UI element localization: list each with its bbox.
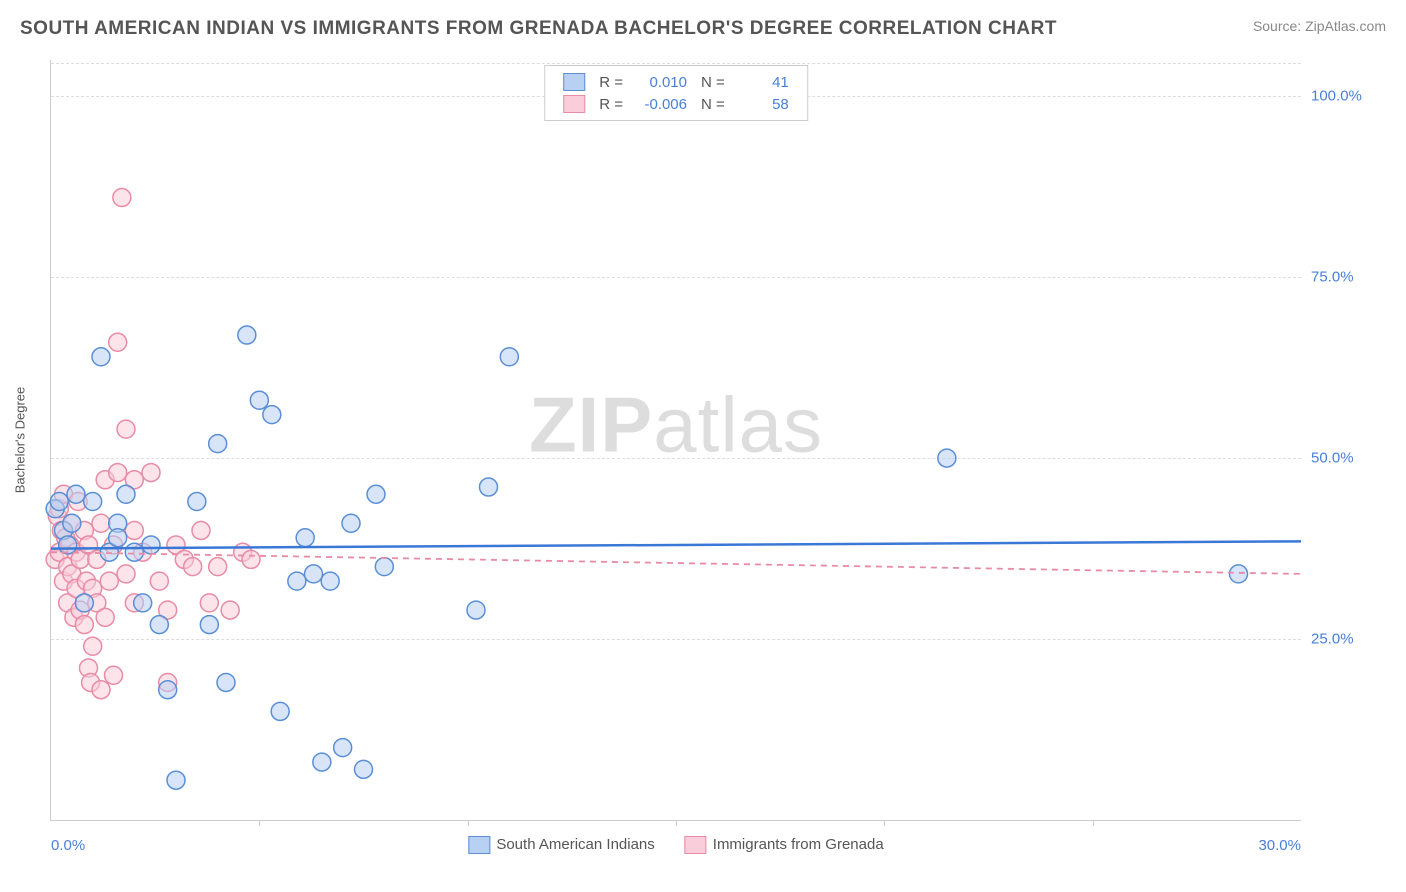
data-point-pink bbox=[100, 572, 118, 590]
x-tick-mark bbox=[468, 820, 469, 826]
x-tick-label: 0.0% bbox=[51, 837, 85, 854]
data-point-blue bbox=[355, 760, 373, 778]
data-point-blue bbox=[288, 572, 306, 590]
x-tick-mark bbox=[884, 820, 885, 826]
data-point-blue bbox=[367, 485, 385, 503]
data-point-blue bbox=[342, 514, 360, 532]
svg-layer bbox=[51, 60, 1301, 820]
data-point-blue bbox=[238, 326, 256, 344]
data-point-blue bbox=[296, 529, 314, 547]
data-point-blue bbox=[150, 616, 168, 634]
legend-row-blue: R = 0.010 N = 41 bbox=[557, 72, 795, 92]
x-tick-mark bbox=[676, 820, 677, 826]
data-point-blue bbox=[159, 681, 177, 699]
data-point-blue bbox=[467, 601, 485, 619]
correlation-legend: R = 0.010 N = 41 R = -0.006 N = 58 bbox=[544, 65, 808, 121]
x-tick-mark bbox=[259, 820, 260, 826]
data-point-pink bbox=[125, 521, 143, 539]
swatch-blue bbox=[563, 73, 585, 91]
data-point-pink bbox=[192, 521, 210, 539]
data-point-blue bbox=[167, 771, 185, 789]
data-point-blue bbox=[250, 391, 268, 409]
trend-line-pink bbox=[51, 552, 1301, 574]
data-point-blue bbox=[92, 348, 110, 366]
swatch-pink bbox=[563, 95, 585, 113]
data-point-pink bbox=[109, 333, 127, 351]
data-point-pink bbox=[117, 420, 135, 438]
y-axis-label: Bachelor's Degree bbox=[13, 387, 28, 494]
plot-area: ZIPatlas R = 0.010 N = 41 R = -0.006 N =… bbox=[50, 60, 1301, 821]
data-point-blue bbox=[480, 478, 498, 496]
data-point-blue bbox=[125, 543, 143, 561]
data-point-blue bbox=[75, 594, 93, 612]
data-point-blue bbox=[305, 565, 323, 583]
y-tick-label: 25.0% bbox=[1311, 631, 1371, 648]
page-title: SOUTH AMERICAN INDIAN VS IMMIGRANTS FROM… bbox=[20, 18, 1057, 40]
data-point-blue bbox=[334, 739, 352, 757]
legend-row-pink: R = -0.006 N = 58 bbox=[557, 94, 795, 114]
x-tick-label: 30.0% bbox=[1258, 837, 1301, 854]
data-point-blue bbox=[67, 485, 85, 503]
y-tick-label: 100.0% bbox=[1311, 88, 1371, 105]
data-point-blue bbox=[1230, 565, 1248, 583]
data-point-pink bbox=[92, 681, 110, 699]
data-point-blue bbox=[134, 594, 152, 612]
data-point-blue bbox=[263, 406, 281, 424]
data-point-pink bbox=[109, 464, 127, 482]
data-point-blue bbox=[217, 673, 235, 691]
data-point-blue bbox=[117, 485, 135, 503]
data-point-blue bbox=[59, 536, 77, 554]
data-point-blue bbox=[321, 572, 339, 590]
data-point-blue bbox=[271, 702, 289, 720]
data-point-pink bbox=[200, 594, 218, 612]
data-point-pink bbox=[209, 558, 227, 576]
swatch-blue bbox=[468, 836, 490, 854]
data-point-pink bbox=[117, 565, 135, 583]
y-tick-label: 75.0% bbox=[1311, 269, 1371, 286]
legend-item-blue: South American Indians bbox=[468, 836, 654, 854]
data-point-blue bbox=[63, 514, 81, 532]
data-point-blue bbox=[209, 435, 227, 453]
data-point-blue bbox=[500, 348, 518, 366]
data-point-pink bbox=[221, 601, 239, 619]
data-point-blue bbox=[84, 493, 102, 511]
legend-item-pink: Immigrants from Grenada bbox=[685, 836, 884, 854]
x-tick-mark bbox=[1093, 820, 1094, 826]
data-point-blue bbox=[313, 753, 331, 771]
data-point-pink bbox=[242, 550, 260, 568]
data-point-blue bbox=[938, 449, 956, 467]
data-point-blue bbox=[142, 536, 160, 554]
data-point-pink bbox=[113, 189, 131, 207]
data-point-pink bbox=[96, 608, 114, 626]
data-point-pink bbox=[92, 514, 110, 532]
data-point-pink bbox=[105, 666, 123, 684]
y-tick-label: 50.0% bbox=[1311, 450, 1371, 467]
chart-area: Bachelor's Degree ZIPatlas R = 0.010 N =… bbox=[50, 60, 1370, 820]
data-point-pink bbox=[184, 558, 202, 576]
data-point-blue bbox=[109, 529, 127, 547]
data-point-pink bbox=[84, 637, 102, 655]
data-point-blue bbox=[375, 558, 393, 576]
data-point-pink bbox=[142, 464, 160, 482]
data-point-pink bbox=[150, 572, 168, 590]
data-point-pink bbox=[75, 616, 93, 634]
data-point-blue bbox=[50, 493, 68, 511]
source-label: Source: ZipAtlas.com bbox=[1253, 18, 1386, 34]
series-legend: South American Indians Immigrants from G… bbox=[468, 836, 883, 854]
swatch-pink bbox=[685, 836, 707, 854]
data-point-blue bbox=[200, 616, 218, 634]
data-point-blue bbox=[188, 493, 206, 511]
